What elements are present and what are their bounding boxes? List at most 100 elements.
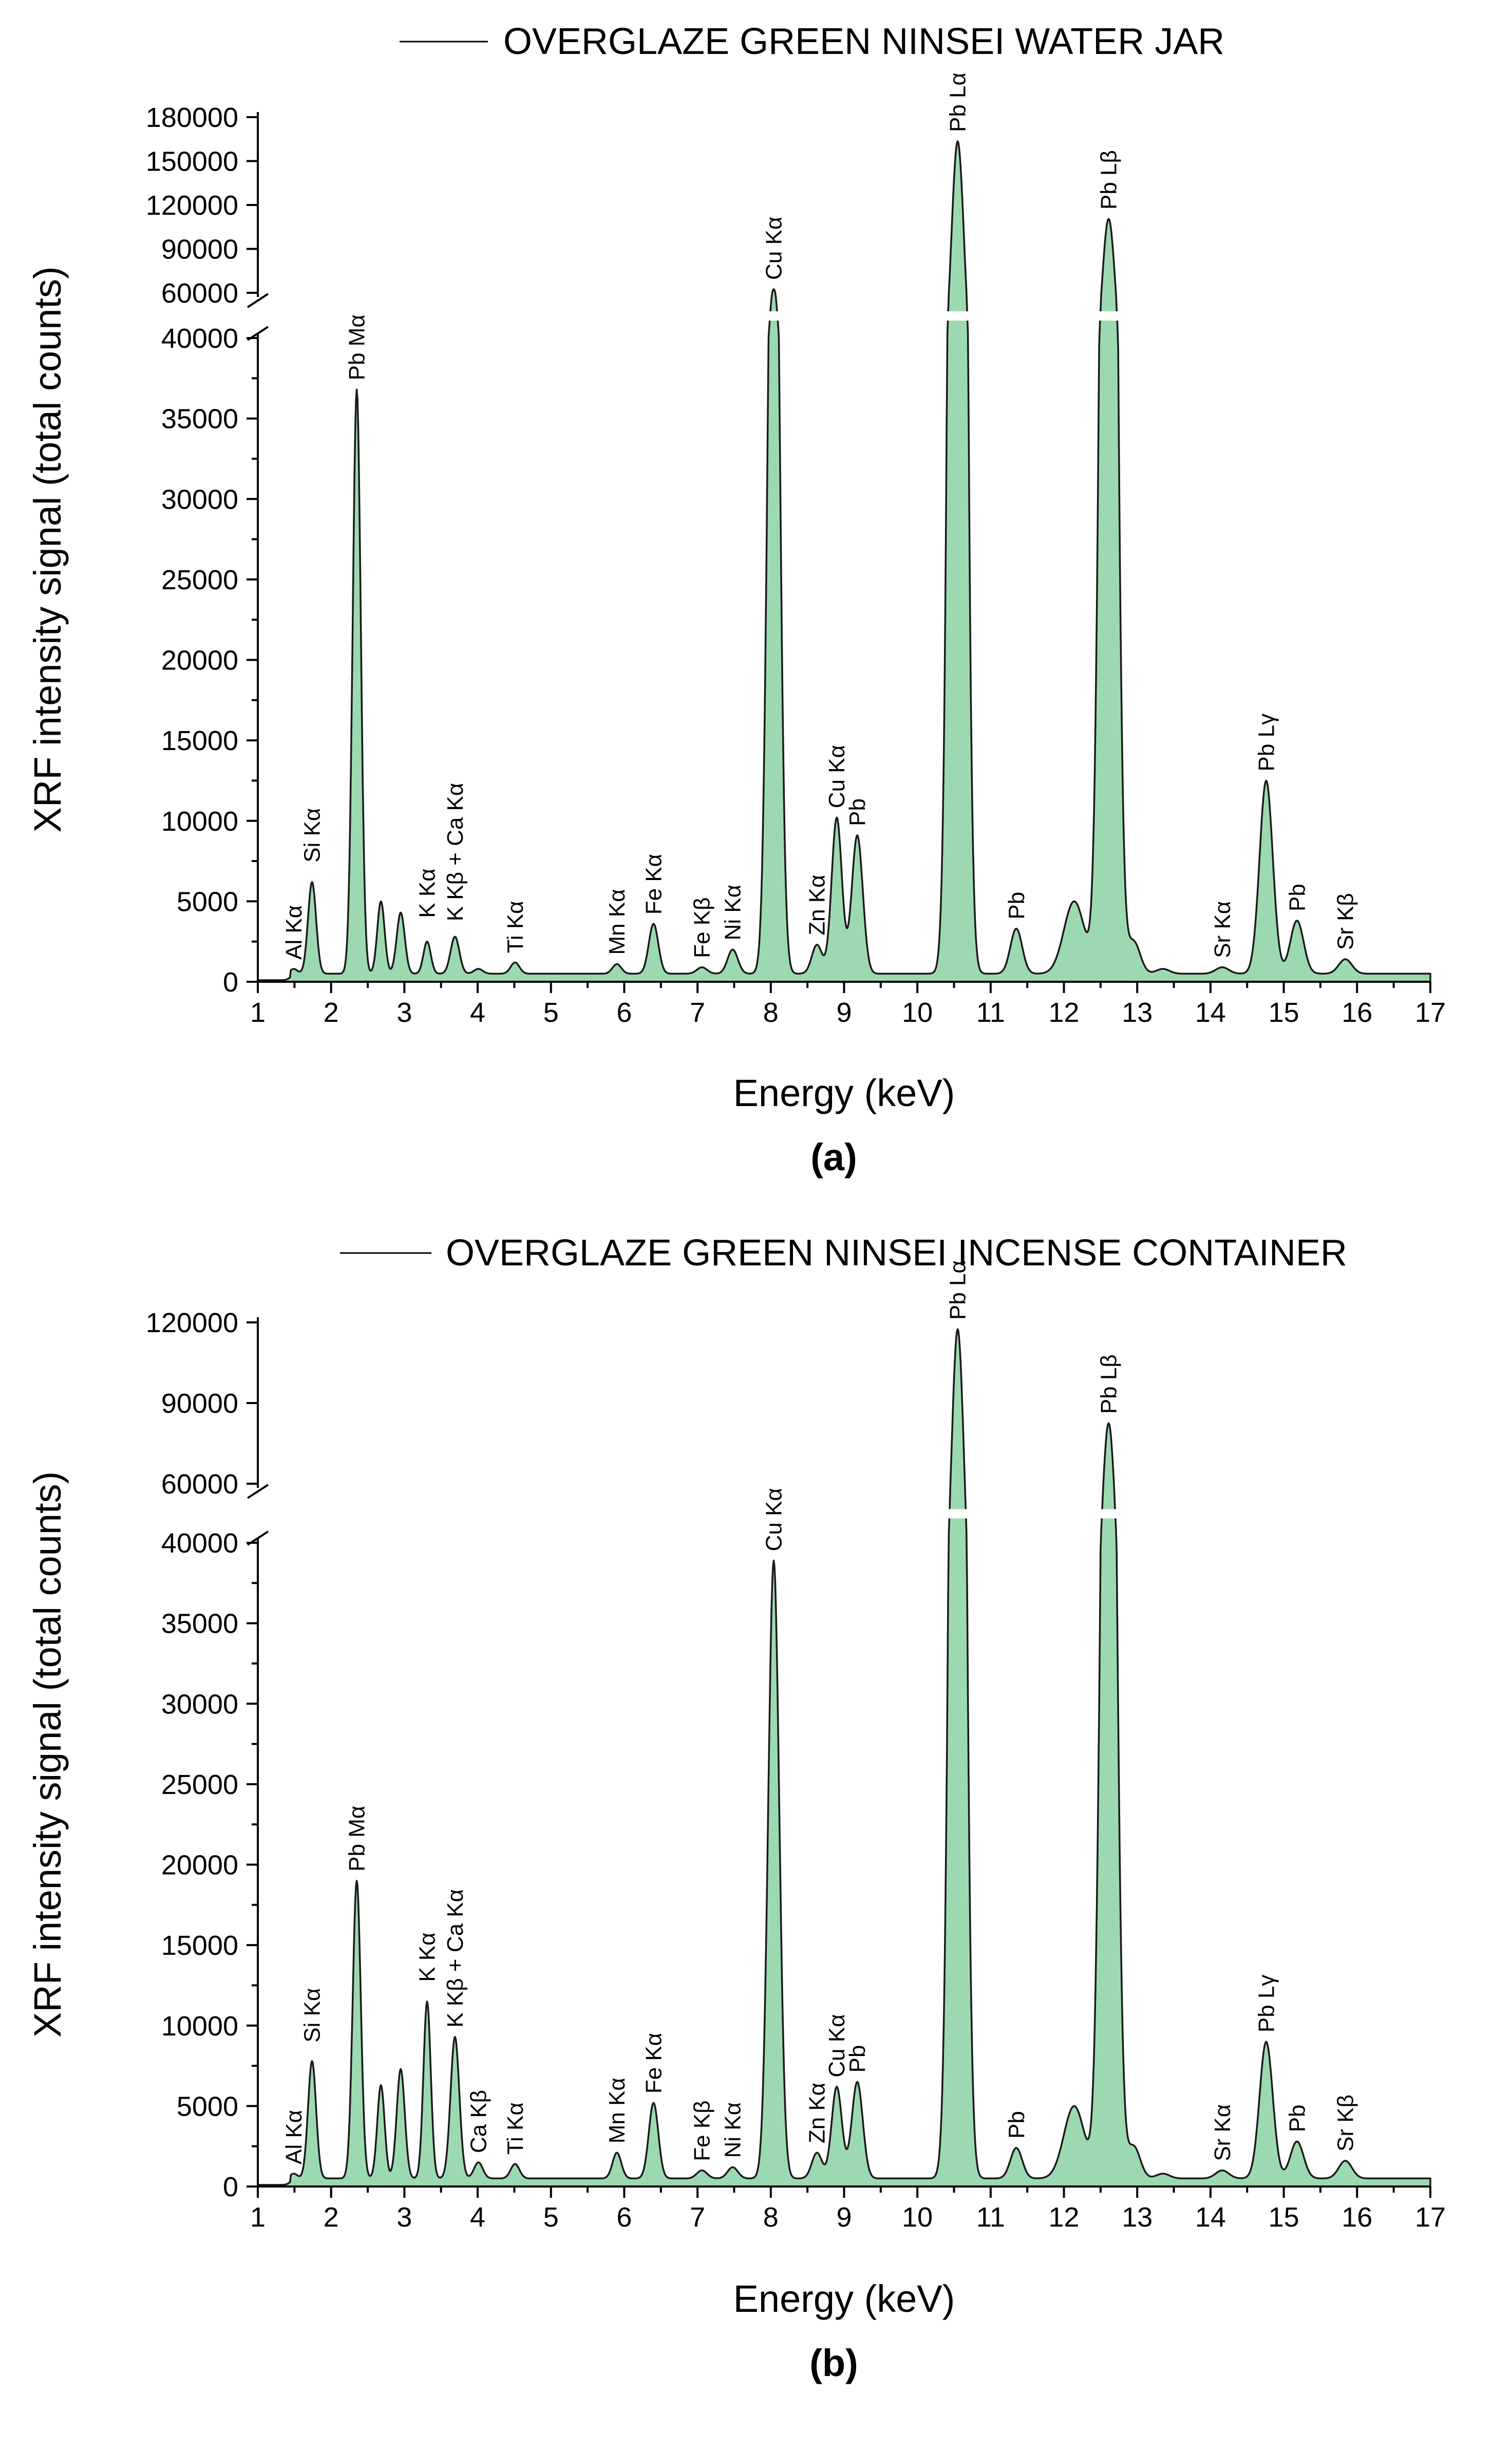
peak-label: Pb Lγ	[1254, 714, 1279, 772]
peak-label: Ca Kβ	[466, 2090, 491, 2153]
panel-label: (a)	[810, 1136, 857, 1179]
peak-label: Ni Kα	[721, 2102, 746, 2158]
legend-label: OVERGLAZE GREEN NINSEI WATER JAR	[503, 21, 1224, 62]
peak-label: Pb Lα	[946, 1260, 971, 1320]
x-tick-label: 10	[902, 2202, 933, 2233]
peak-label: Pb Lγ	[1254, 1975, 1279, 2033]
peak-label: Sr Kα	[1210, 901, 1235, 958]
x-tick-label: 4	[470, 2202, 485, 2233]
peak-label: Si Kα	[300, 1988, 325, 2043]
legend-label: OVERGLAZE GREEN NINSEI INCENSE CONTAINER	[446, 1232, 1347, 1274]
x-tick-label: 15	[1269, 997, 1299, 1028]
y-tick-label: 0	[223, 967, 238, 998]
peak-label: Fe Kα	[641, 854, 667, 914]
x-tick-label: 3	[396, 2202, 412, 2233]
y-tick-label: 120000	[146, 190, 238, 221]
x-axis-title: Energy (keV)	[733, 1072, 955, 1114]
peak-label: Sr Kβ	[1333, 2095, 1358, 2152]
peak-label: Pb	[845, 2045, 870, 2072]
peak-label: Ni Kα	[721, 885, 746, 941]
y-axis-title: XRF intensity signal (total counts)	[26, 266, 69, 832]
y-tick-label: 90000	[161, 1388, 238, 1419]
x-tick-label: 1	[250, 997, 266, 1028]
x-tick-label: 9	[836, 2202, 852, 2233]
x-tick-label: 17	[1415, 997, 1446, 1028]
y-tick-label: 60000	[161, 278, 238, 309]
x-tick-label: 7	[690, 997, 705, 1028]
peak-label: Sr Kβ	[1333, 893, 1358, 950]
peak-label: Pb	[1004, 2111, 1029, 2139]
y-tick-label: 15000	[161, 1930, 238, 1961]
y-tick-label: 20000	[161, 645, 238, 676]
y-tick-label: 150000	[146, 146, 238, 177]
peak-label: Fe Kβ	[690, 898, 715, 958]
y-tick-label: 25000	[161, 565, 238, 595]
x-tick-label: 14	[1195, 997, 1226, 1028]
peak-label: Mn Kα	[604, 889, 630, 955]
peak-label: Zn Kα	[805, 2083, 830, 2143]
x-tick-label: 17	[1415, 2202, 1446, 2233]
x-tick-label: 14	[1195, 2202, 1226, 2233]
peak-label: Pb	[1284, 884, 1310, 911]
panel-label: (b)	[809, 2342, 858, 2384]
x-tick-label: 16	[1341, 2202, 1372, 2233]
spectrum-area	[257, 1328, 1431, 2188]
y-tick-label: 35000	[161, 404, 238, 435]
peak-label: Pb Lβ	[1097, 150, 1122, 210]
y-tick-label: 35000	[161, 1609, 238, 1639]
x-tick-label: 6	[616, 2202, 632, 2233]
x-tick-label: 2	[324, 2202, 339, 2233]
x-tick-label: 13	[1122, 2202, 1152, 2233]
x-tick-label: 4	[470, 997, 485, 1028]
x-tick-label: 16	[1341, 997, 1372, 1028]
y-tick-label: 25000	[161, 1769, 238, 1800]
y-tick-label: 40000	[161, 1528, 238, 1559]
peak-label: Pb Mα	[345, 1806, 370, 1872]
peak-label: Cu Kα	[762, 217, 787, 280]
peak-label: K Kβ + Ca Kα	[443, 1889, 468, 2028]
y-tick-label: 0	[223, 2172, 238, 2202]
x-tick-label: 11	[976, 2202, 1005, 2233]
y-axis-title: XRF intensity signal (total counts)	[26, 1471, 69, 2038]
x-tick-label: 7	[690, 2202, 705, 2233]
x-tick-label: 1	[250, 2202, 266, 2233]
peak-label: Si Kα	[300, 808, 325, 863]
y-tick-label: 20000	[161, 1850, 238, 1881]
peak-label: Ti Kα	[503, 901, 528, 953]
y-tick-label: 90000	[161, 234, 238, 265]
y-tick-label: 40000	[161, 323, 238, 354]
x-tick-label: 6	[616, 997, 632, 1028]
chart-panel-b: 1 2 3 4 5 6 7 8 9 10 11 12 13 14 15 16 17050001000015000…	[26, 1232, 1446, 2384]
y-tick-label: 120000	[146, 1307, 238, 1338]
x-tick-label: 5	[543, 997, 559, 1028]
x-tick-label: 12	[1049, 2202, 1080, 2233]
peak-label: Pb Mα	[345, 314, 370, 380]
y-tick-label: 10000	[161, 806, 238, 837]
peak-label: Pb	[1284, 2104, 1310, 2132]
peak-label: Zn Kα	[805, 874, 830, 935]
peak-label: Fe Kα	[641, 2033, 667, 2094]
peak-label: K Kβ + Ca Kα	[443, 783, 468, 922]
x-tick-label: 2	[324, 997, 339, 1028]
peak-label: Cu Kα	[762, 1488, 787, 1551]
peak-label: Sr Kα	[1210, 2104, 1235, 2161]
y-tick-label: 60000	[161, 1469, 238, 1500]
peak-label: Pb	[845, 798, 870, 826]
peak-label: K Kα	[415, 868, 440, 918]
y-tick-label: 10000	[161, 2011, 238, 2042]
x-tick-label: 8	[763, 2202, 779, 2233]
y-tick-label: 30000	[161, 1689, 238, 1720]
spectrum-area	[257, 140, 1431, 983]
peak-label: Cu Kα	[824, 2014, 849, 2077]
x-tick-label: 9	[836, 997, 852, 1028]
legend: OVERGLAZE GREEN NINSEI WATER JAR	[400, 21, 1224, 62]
peak-label: Cu Kα	[824, 745, 849, 808]
x-tick-label: 13	[1122, 997, 1152, 1028]
axis-break-gap	[261, 1509, 1430, 1519]
peak-label: Al Kα	[281, 905, 307, 960]
x-tick-label: 3	[396, 997, 412, 1028]
peak-label: Pb	[1004, 892, 1029, 920]
y-tick-label: 30000	[161, 484, 238, 515]
peak-label: Pb Lβ	[1097, 1354, 1122, 1414]
